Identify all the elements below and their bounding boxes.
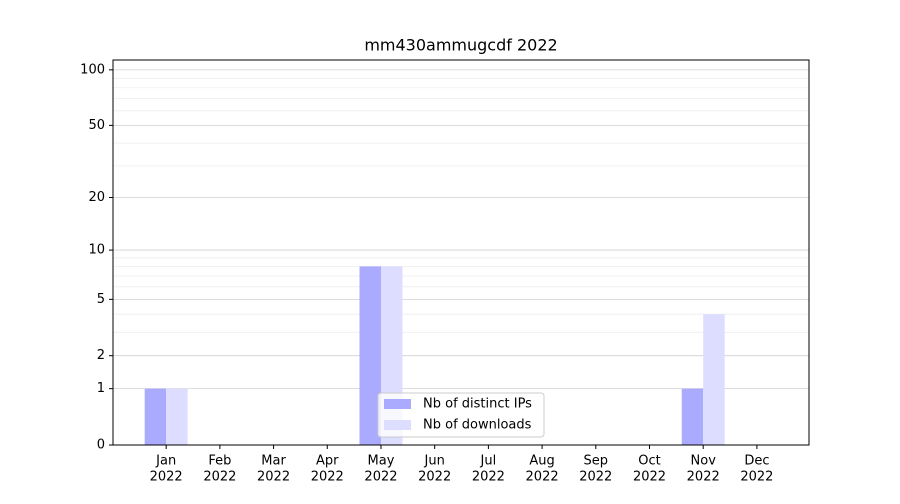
x-tick-label: Dec	[744, 454, 769, 469]
y-tick-label: 10	[88, 243, 105, 258]
x-tick-label: Aug	[529, 454, 554, 469]
x-tick-label: Sep	[584, 454, 609, 469]
x-tick-label: Jun	[424, 454, 445, 469]
legend-box	[377, 392, 545, 438]
y-tick-label: 20	[88, 190, 105, 205]
y-tick-label: 5	[97, 292, 105, 307]
bar	[359, 266, 381, 445]
x-tick-label: Jul	[480, 454, 497, 469]
y-tick-label: 100	[80, 62, 105, 77]
x-tick-label: Apr	[316, 454, 339, 469]
legend-swatch	[384, 399, 411, 409]
x-tick-label: Mar	[261, 454, 286, 469]
bar	[681, 388, 704, 445]
y-tick-label: 50	[88, 118, 105, 133]
x-tick-label: 2022	[364, 470, 397, 485]
x-tick-label: Nov	[691, 454, 717, 469]
x-tick-label: Jan	[155, 454, 176, 469]
x-tick-label: 2022	[418, 470, 451, 485]
bar	[144, 388, 167, 445]
x-tick-label: 2022	[472, 470, 505, 485]
y-tick-label: 2	[97, 348, 105, 363]
legend-label: Nb of downloads	[423, 418, 532, 433]
bar	[703, 314, 725, 445]
x-tick-label: 2022	[579, 470, 612, 485]
chart-title: mm430ammugcdf 2022	[364, 36, 557, 55]
x-tick-label: 2022	[150, 470, 183, 485]
y-tick-label: 1	[97, 381, 105, 396]
x-tick-label: 2022	[203, 470, 236, 485]
x-tick-label: Feb	[208, 454, 231, 469]
x-tick-label: 2022	[633, 470, 666, 485]
x-tick-label: 2022	[687, 470, 720, 485]
plot-frame	[112, 59, 810, 446]
legend-swatch	[384, 420, 411, 430]
x-tick-label: 2022	[740, 470, 773, 485]
bar	[166, 388, 188, 445]
x-tick-label: May	[368, 454, 395, 469]
x-tick-label: 2022	[526, 470, 559, 485]
x-tick-label: 2022	[311, 470, 344, 485]
y-tick-label: 0	[97, 438, 105, 453]
x-tick-label: Oct	[638, 454, 660, 469]
x-tick-label: 2022	[257, 470, 290, 485]
legend-label: Nb of distinct IPs	[423, 397, 532, 412]
